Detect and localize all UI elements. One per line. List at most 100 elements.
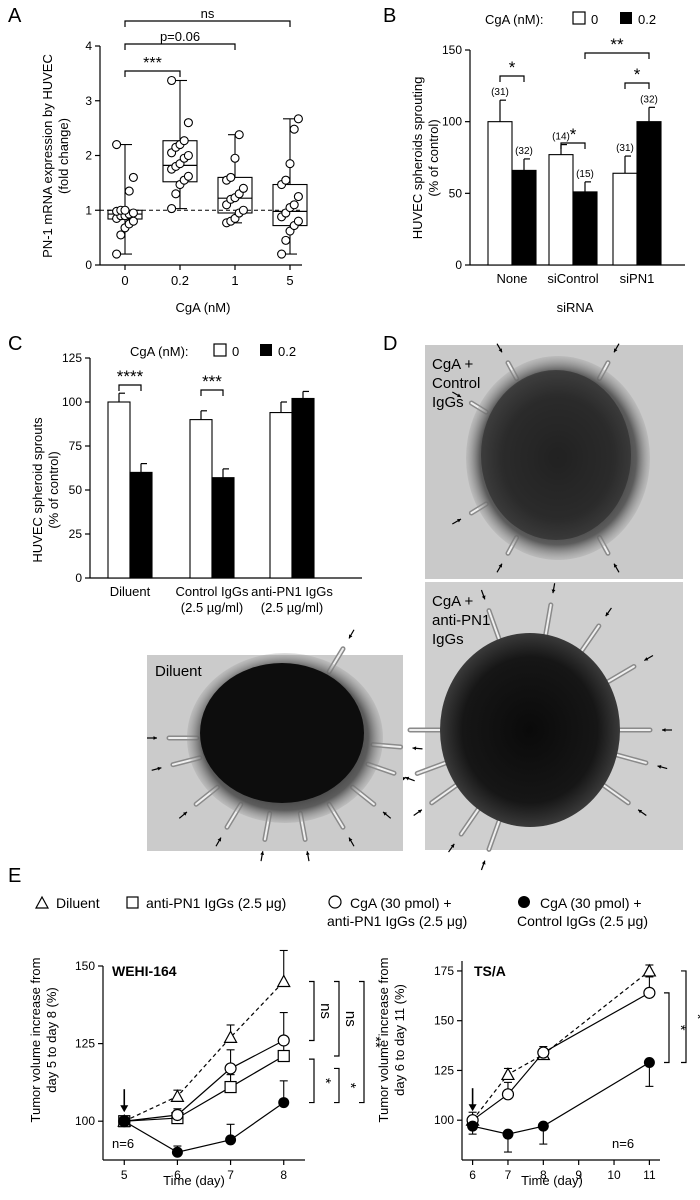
chart-c: CgA (nM): 0 0.2 HUVEC spheroid sprouts (…: [30, 343, 362, 615]
chart-c-xtick-label-1: Control IgGs: [176, 584, 249, 599]
chart-e1-line-2: [124, 1039, 285, 1122]
chart-b-bracket-1: [560, 142, 586, 149]
chart-e1-bracket-0-label: ns: [317, 1003, 334, 1019]
chart-b-bracket-0: [499, 75, 525, 82]
legend-e-anti-marker: [126, 896, 139, 909]
chart-a-point-1-15: [167, 75, 177, 86]
chart-a-point-2-13: [234, 130, 244, 140]
chart-a-point-0-1: [116, 230, 126, 240]
chart-a-point-3-9: [293, 192, 303, 202]
chart-a-point-3-12: [285, 159, 295, 169]
micrograph-diluent-arrowhead-6: [305, 851, 310, 856]
chart-e2-point-1-1: [501, 1088, 515, 1101]
chart-c-xtick-label-2: anti-PN1 IgGs: [251, 584, 333, 599]
micrograph-control-label-1: CgA +: [432, 356, 474, 373]
chart-a-point-0-14: [128, 172, 138, 182]
chart-c-ytick-label-1: 25: [69, 527, 83, 541]
chart-e2: Tumor volume increase from day 6 to day …: [376, 958, 700, 1188]
chart-e1-xtick-label-0: 5: [121, 1168, 128, 1182]
micrograph-diluent-arrowhead-3: [183, 811, 187, 816]
chart-a-point-1-1: [171, 189, 181, 199]
chart-b-bar-0-1: [548, 154, 574, 266]
chart-c-ytick-label-4: 100: [62, 395, 82, 409]
micrograph-diluent-arrowhead-9: [405, 776, 410, 781]
chart-a-point-1-9: [183, 150, 193, 161]
chart-a-point-0-15: [112, 140, 122, 150]
chart-b-legend-swatch-0: [572, 11, 586, 25]
chart-e1-n: n=6: [112, 1136, 134, 1151]
chart-b-ytick-label-3: 150: [442, 43, 462, 57]
legend-e-cga-anti-label-1: CgA (30 pmol) +: [350, 895, 452, 911]
chart-e1-xlabel: Time (day): [163, 1173, 225, 1188]
chart-e2-ytick-label-0: 100: [434, 1113, 454, 1127]
micrograph-anti-label-3: IgGs: [432, 631, 464, 648]
chart-e1: Tumor volume increase from day 5 to day …: [28, 949, 384, 1188]
chart-a-point-2-11: [226, 172, 236, 182]
chart-a-point-3-4: [293, 216, 303, 226]
micrograph-anti-label-1: CgA +: [432, 593, 474, 610]
chart-b-bar-1-0: [511, 169, 537, 266]
chart-b-bar-1-1: [572, 191, 598, 266]
chart-e2-line-1: [472, 992, 650, 1121]
chart-a-xtick-label-0: 0: [121, 273, 128, 288]
chart-e1-bracket-1-label: ns: [342, 1011, 359, 1027]
chart-b-legend-swatch-1: [620, 12, 632, 24]
micrograph-control-label-2: Control: [432, 375, 480, 392]
chart-b-n-label-1-1: (15): [576, 169, 594, 180]
chart-b-xtick-label-1: siControl: [547, 271, 598, 286]
chart-a-point-1-4: [183, 171, 193, 181]
chart-e2-ylabel-line1: Tumor volume increase from: [376, 958, 391, 1123]
chart-a-point-3-14: [293, 114, 303, 124]
chart-a-point-3-13: [289, 124, 299, 134]
chart-e2-bracket-1-label: *: [689, 1014, 700, 1020]
chart-c-bar-0-1: [189, 419, 213, 579]
chart-e1-point-0-3: [276, 974, 291, 988]
chart-b-xlabel: siRNA: [557, 300, 594, 315]
chart-e1-xtick-label-3: 8: [280, 1168, 287, 1182]
legend-e-diluent-marker: [34, 895, 50, 909]
chart-a-ytick-label-1: 1: [85, 203, 92, 217]
legend-e-cga-anti-label-2: anti-PN1 IgGs (2.5 μg): [327, 913, 467, 929]
legend-e-cga-ctrl-label-1: CgA (30 pmol) +: [540, 895, 642, 911]
chart-a-bracket-2-label: ns: [201, 6, 215, 21]
chart-c-bar-1-1: [211, 477, 235, 579]
chart-c-xtick-label-2-1: (2.5 µg/ml): [261, 600, 323, 615]
chart-a-xtick-label-3: 5: [286, 273, 293, 288]
chart-e2-bracket-0: [664, 992, 670, 1064]
chart-e2-xtick-label-4: 10: [607, 1168, 621, 1182]
micrograph-diluent-arrowhead-4: [217, 837, 221, 842]
chart-b-n-label-0-1: (14): [552, 132, 570, 143]
micrograph-control-arrowhead-1: [614, 348, 618, 353]
chart-e2-point-2-1: [502, 1128, 514, 1140]
chart-a-point-1-13: [179, 136, 189, 146]
chart-b-ytick-label-1: 50: [449, 186, 463, 200]
chart-e2-xtick-label-3: 9: [575, 1168, 582, 1182]
legend-e-diluent-label: Diluent: [56, 895, 100, 911]
chart-e1-point-3-3: [278, 1097, 290, 1109]
micrograph-diluent-arrowhead-8: [383, 811, 387, 816]
chart-a-bracket-1: [124, 43, 236, 50]
chart-e2-point-2-2: [537, 1120, 549, 1132]
micrograph-diluent-arrowhead-10: [412, 746, 417, 751]
chart-a-ytick-label-3: 3: [85, 94, 92, 108]
chart-a-xlabel: CgA (nM): [176, 300, 231, 315]
chart-a-ytick-label-4: 4: [85, 39, 92, 53]
chart-a-ytick-label-0: 0: [85, 258, 92, 272]
micrograph-anti-label-2: anti-PN1: [432, 612, 490, 629]
chart-e2-bracket-0-label: *: [672, 1025, 689, 1031]
chart-e2-xtick-label-1: 7: [505, 1168, 512, 1182]
micrograph-diluent-arrowhead-7: [349, 837, 353, 842]
chart-e1-point-3-2: [225, 1134, 237, 1146]
chart-b-n-label-0-2: (31): [616, 143, 634, 154]
chart-b-legend-title: CgA (nM):: [485, 12, 544, 27]
chart-e1-point-2-3: [277, 1034, 290, 1047]
micrograph-anti: CgA + anti-PN1 IgGs: [388, 582, 683, 871]
chart-e1-bracket-4-label: **: [367, 1036, 384, 1048]
chart-e2-line-2: [472, 1061, 650, 1135]
chart-e1-bracket-3-label: *: [342, 1083, 359, 1089]
chart-e1-point-3-1: [171, 1146, 183, 1158]
chart-e1-bracket-4: [359, 980, 365, 1104]
chart-c-ytick-label-2: 50: [69, 483, 83, 497]
panel-label-d: D: [383, 333, 397, 355]
chart-e2-xlabel: Time (day): [521, 1173, 583, 1188]
